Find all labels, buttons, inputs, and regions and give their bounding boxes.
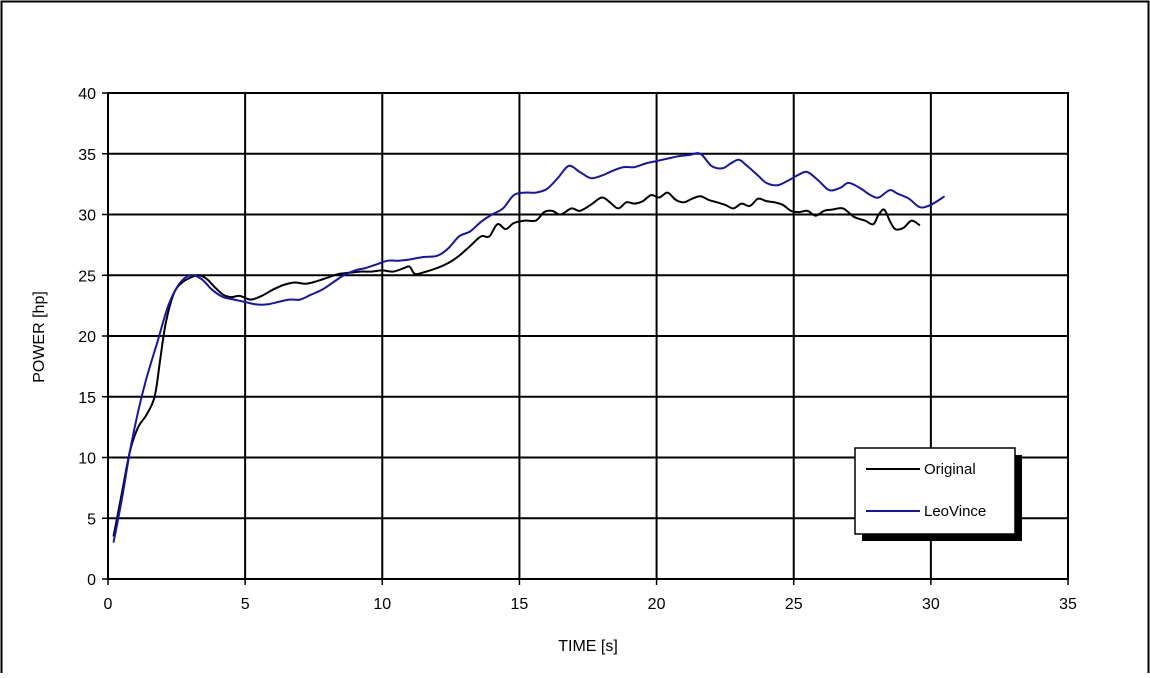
- x-tick-label: 15: [511, 596, 529, 613]
- x-tick-label: 10: [373, 596, 391, 613]
- gridlines: [102, 92, 1069, 585]
- legend-label-original: Original: [924, 461, 976, 478]
- y-axis-label: POWER [hp]: [31, 291, 48, 383]
- series-layer: [112, 152, 946, 543]
- legend: Original LeoVince: [854, 447, 1022, 541]
- plot-area: 0 5 10 15 20 25 30 35 40 0 5 10 15 20 25 30 35: [78, 86, 1077, 613]
- tick-labels: 0 5 10 15 20 25 30 35 40 0 5 10 15 20 25 30 35: [78, 86, 1077, 613]
- legend-label-leovince: LeoVince: [924, 503, 986, 520]
- y-tick-label: 20: [78, 329, 96, 346]
- series-line-leovince: [112, 152, 946, 543]
- x-tick-label: 20: [648, 596, 666, 613]
- y-tick-label: 30: [78, 208, 96, 225]
- y-tick-label: 40: [78, 86, 96, 103]
- y-tick-label: 25: [78, 268, 96, 285]
- x-tick-label: 30: [922, 596, 940, 613]
- y-tick-label: 15: [78, 390, 96, 407]
- series-line-original: [112, 191, 921, 537]
- y-tick-label: 5: [87, 511, 96, 528]
- x-tick-label: 25: [785, 596, 803, 613]
- x-tick-label: 35: [1059, 596, 1077, 613]
- legend-box: [854, 447, 1016, 535]
- x-tick-label: 5: [241, 596, 250, 613]
- y-tick-label: 10: [78, 451, 96, 468]
- x-tick-label: 0: [104, 596, 113, 613]
- y-tick-label: 35: [78, 147, 96, 164]
- x-axis-label: TIME [s]: [558, 638, 618, 655]
- y-tick-label: 0: [87, 572, 96, 589]
- plot-border: [107, 92, 1069, 580]
